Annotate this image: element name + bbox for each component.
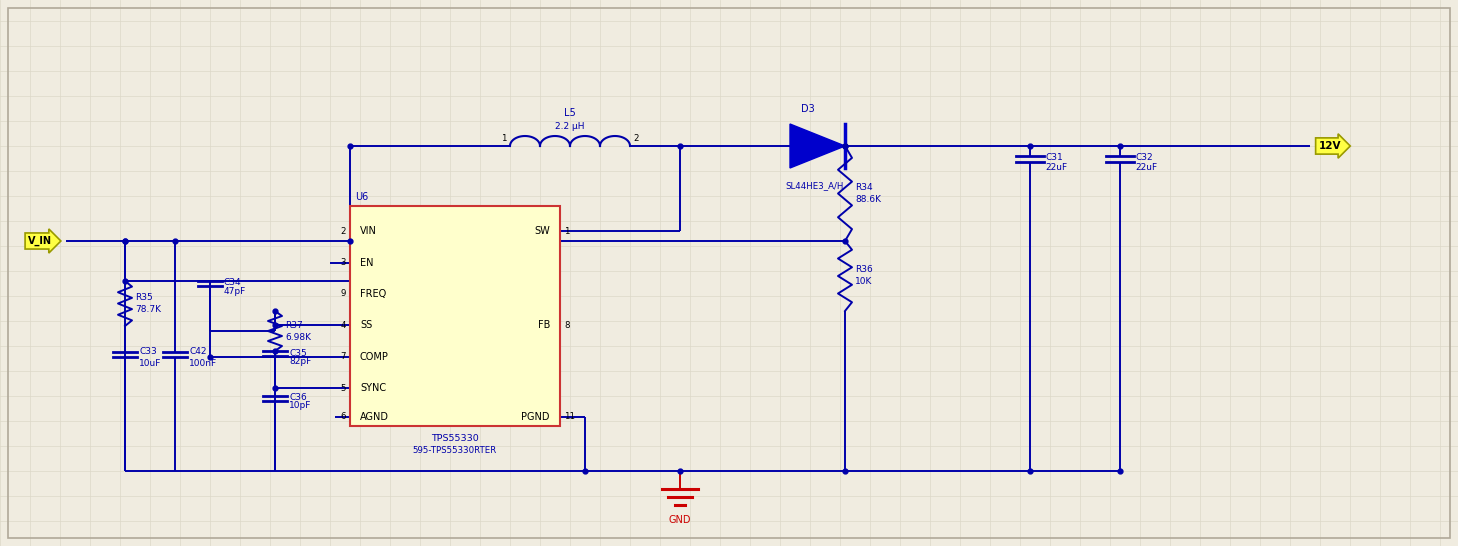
Text: R35: R35 [136, 293, 153, 302]
Text: 47pF: 47pF [225, 288, 246, 296]
Text: 1: 1 [564, 227, 570, 236]
Text: R34: R34 [854, 183, 873, 192]
Text: SS: SS [360, 321, 372, 330]
Text: 6: 6 [341, 412, 346, 421]
Text: GND: GND [669, 515, 691, 525]
Text: D3: D3 [800, 104, 815, 114]
Text: 11: 11 [564, 412, 574, 421]
Text: C36: C36 [289, 394, 306, 402]
Text: 9: 9 [341, 289, 346, 299]
Text: PGND: PGND [522, 412, 550, 422]
Polygon shape [790, 124, 846, 168]
Text: L5: L5 [564, 108, 576, 118]
Text: 4: 4 [341, 321, 346, 330]
Text: FREQ: FREQ [360, 289, 386, 299]
Text: U6: U6 [354, 192, 369, 202]
Text: C35: C35 [289, 348, 306, 358]
Text: 100nF: 100nF [190, 359, 217, 367]
Text: EN: EN [360, 258, 373, 268]
Text: 6.98K: 6.98K [284, 333, 311, 341]
Text: 78.7K: 78.7K [136, 305, 160, 314]
Bar [350, 206, 560, 426]
Text: 10K: 10K [854, 277, 872, 287]
Text: 595-TPS55330RTER: 595-TPS55330RTER [413, 446, 497, 455]
Text: 7: 7 [341, 352, 346, 361]
Text: 10uF: 10uF [139, 359, 162, 367]
Text: SW: SW [534, 226, 550, 236]
Text: 22uF: 22uF [1045, 163, 1067, 173]
Text: SYNC: SYNC [360, 383, 386, 393]
Text: 10pF: 10pF [289, 401, 312, 411]
Text: 22uF: 22uF [1134, 163, 1158, 173]
Text: C42: C42 [190, 347, 207, 355]
Text: 8: 8 [564, 321, 570, 330]
Text: C34: C34 [225, 278, 242, 288]
Text: C33: C33 [139, 347, 157, 355]
Text: FB: FB [538, 321, 550, 330]
Text: 2: 2 [633, 134, 639, 143]
Text: 1: 1 [502, 134, 507, 143]
Text: V_IN: V_IN [28, 236, 52, 246]
Text: 2: 2 [341, 227, 346, 236]
Text: VIN: VIN [360, 226, 376, 236]
Text: 2.2 μH: 2.2 μH [555, 122, 585, 131]
Text: 5: 5 [341, 384, 346, 393]
Text: 3: 3 [341, 258, 346, 267]
Text: AGND: AGND [360, 412, 389, 422]
Text: R36: R36 [854, 265, 873, 275]
Text: 82pF: 82pF [289, 358, 311, 366]
Text: C31: C31 [1045, 153, 1063, 163]
Text: 12V: 12V [1318, 141, 1341, 151]
Text: TPS55330: TPS55330 [432, 434, 478, 443]
Text: R37: R37 [284, 321, 303, 329]
Text: SL44HE3_A/H: SL44HE3_A/H [784, 181, 843, 190]
Text: COMP: COMP [360, 352, 389, 362]
Text: 88.6K: 88.6K [854, 195, 881, 204]
Text: C32: C32 [1134, 153, 1153, 163]
